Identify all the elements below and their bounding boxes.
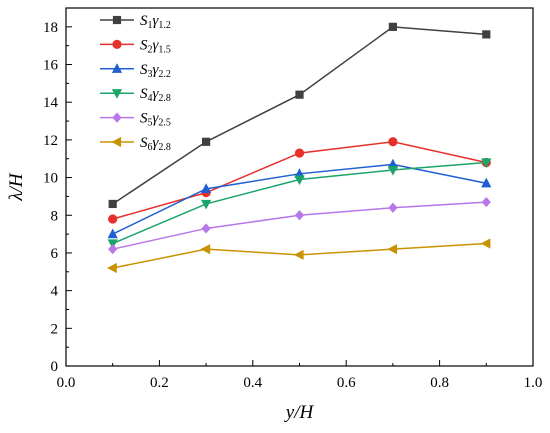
data-point: [481, 196, 491, 208]
legend-marker: [111, 89, 123, 99]
data-point: [107, 228, 118, 239]
legend-label: S6γ2.8: [140, 135, 171, 153]
y-tick-label: 18: [43, 20, 58, 36]
y-axis-title: λ/H: [6, 172, 27, 202]
legend-item: S4γ2.8: [100, 86, 171, 104]
legend-label: S2γ1.5: [140, 37, 171, 55]
series-3: [107, 158, 492, 239]
legend-marker: [112, 39, 122, 50]
x-tick-label: 1.0: [524, 375, 543, 391]
series-6: [107, 238, 491, 274]
data-point: [200, 244, 211, 255]
data-point: [388, 137, 398, 147]
data-point: [481, 177, 492, 188]
data-point: [294, 175, 305, 186]
series-line: [112, 201, 487, 250]
legend-label: S4γ2.8: [140, 86, 171, 104]
data-point: [387, 165, 398, 176]
legend-label: S1γ1.2: [140, 13, 171, 31]
x-tick-label: 0.2: [150, 375, 169, 391]
x-tick-label: 0.8: [430, 375, 449, 391]
series-5: [108, 196, 491, 255]
data-point: [387, 244, 397, 255]
y-tick-label: 14: [43, 95, 59, 111]
legend-label: S3γ2.2: [140, 62, 171, 80]
data-point: [293, 249, 304, 260]
data-point: [388, 202, 398, 213]
data-point: [481, 158, 492, 169]
data-point: [295, 90, 304, 99]
plot-border: [65, 7, 534, 367]
legend-marker: [112, 112, 122, 123]
data-point: [201, 199, 212, 210]
y-tick-label: 8: [51, 208, 59, 224]
y-tick-label: 6: [51, 246, 59, 262]
data-point: [482, 30, 491, 39]
x-tick-label: 0.6: [337, 375, 356, 391]
x-tick-label: 0.0: [57, 375, 76, 391]
y-tick-label: 10: [43, 171, 58, 187]
y-tick-label: 12: [43, 133, 58, 149]
legend-marker: [111, 136, 122, 148]
y-axis: 0 2 4 6 8 10 12 14 16 18: [43, 7, 72, 375]
x-axis-title: y/H: [284, 402, 315, 423]
series-4: [107, 158, 492, 250]
data-point: [388, 22, 397, 31]
legend-item: S3γ2.2: [100, 62, 171, 80]
data-point: [201, 183, 212, 193]
plot-area: [65, 7, 534, 367]
legend-item: S2γ1.5: [100, 37, 171, 55]
data-point: [294, 210, 305, 221]
data-point: [107, 262, 117, 274]
legend-marker: [112, 15, 122, 25]
x-axis: 0.0 0.2 0.4 0.6 0.8 1.0: [57, 360, 543, 391]
y-tick-label: 4: [51, 284, 59, 300]
legend-marker: [111, 63, 123, 73]
legend-item: S1γ1.2: [100, 13, 171, 31]
series-1: [108, 22, 491, 209]
data-point: [108, 199, 117, 209]
data-point: [480, 238, 491, 249]
legend-item: S5γ2.5: [100, 111, 171, 129]
y-tick-label: 0: [51, 359, 59, 375]
x-tick-label: 0.4: [243, 375, 262, 391]
legend-label: S5γ2.5: [140, 111, 171, 129]
legend-item: S6γ2.8: [100, 135, 171, 153]
data-point: [201, 223, 211, 234]
y-tick-label: 2: [51, 321, 59, 337]
series-layer: [107, 22, 492, 274]
y-tick-label: 16: [43, 58, 59, 74]
legend: S1γ1.2 S2γ1.5 S3γ2.2 S4γ2.8 S5γ2.5 S6γ2.8: [100, 13, 171, 153]
data-point: [294, 148, 305, 158]
data-point: [202, 137, 211, 146]
data-point: [108, 214, 118, 224]
data-point: [108, 244, 118, 255]
